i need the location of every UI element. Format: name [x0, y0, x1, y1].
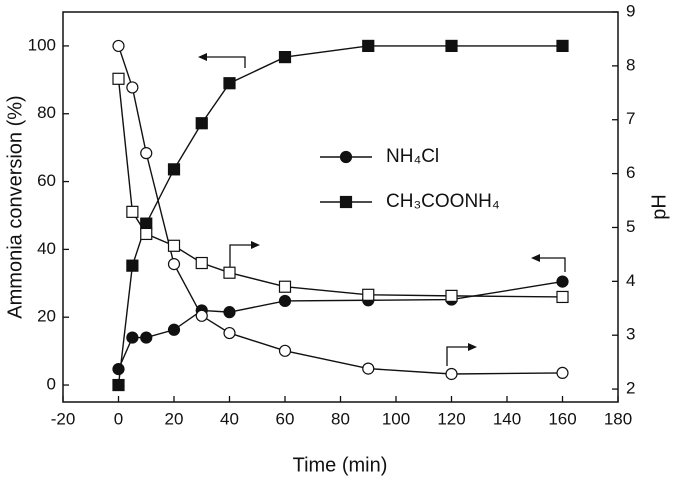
data-point	[112, 39, 125, 53]
data-point	[445, 39, 458, 53]
data-point	[556, 290, 569, 304]
data-point	[126, 81, 139, 94]
x-tick-label: 40	[220, 409, 239, 428]
data-point	[195, 256, 208, 270]
x-tick-label: 120	[437, 409, 465, 428]
y-tick-label: 100	[28, 35, 56, 54]
x-tick-label: 140	[493, 409, 521, 428]
data-point	[140, 147, 153, 160]
legend-label: CH₃COONH₄	[386, 191, 500, 212]
data-point	[126, 259, 139, 272]
series-line	[117, 280, 563, 370]
y2-tick-label: 3	[626, 325, 635, 344]
arrow-right	[229, 244, 255, 268]
data-point	[167, 323, 181, 336]
y-tick-label: 40	[37, 239, 56, 258]
annotation-arrows	[203, 56, 566, 366]
arrow-head	[468, 343, 477, 351]
arrow-left	[203, 56, 246, 68]
data-point	[195, 309, 208, 322]
data-point	[362, 362, 375, 375]
y2-tick-label: 2	[626, 379, 635, 398]
series-line	[117, 45, 563, 375]
y2-tick-label: 7	[626, 109, 635, 128]
data-point	[223, 326, 236, 340]
y2-tick-label: 5	[626, 217, 635, 236]
data-point	[112, 378, 125, 392]
data-point	[362, 288, 375, 301]
data-point	[556, 275, 569, 288]
legend-marker	[339, 150, 353, 164]
data-point	[445, 367, 458, 381]
data-point	[445, 289, 458, 302]
x-tick-label: 60	[276, 409, 295, 428]
legend-label: NH₄Cl	[386, 146, 439, 167]
data-point	[223, 306, 236, 319]
y2-tick-label: 6	[626, 163, 635, 182]
data-point	[223, 77, 236, 90]
data-point	[278, 280, 292, 293]
data-point	[362, 39, 375, 53]
data-point	[278, 294, 292, 308]
arrow-head	[251, 241, 260, 249]
arrow-heads	[198, 53, 540, 351]
x-tick-label: 80	[331, 409, 350, 428]
data-point	[223, 266, 236, 279]
arrow-left	[536, 257, 566, 272]
x-tick-label: 180	[604, 409, 632, 428]
data-point	[167, 239, 181, 252]
x-tick-label: 20	[165, 409, 184, 428]
data-point	[556, 39, 569, 53]
series-line	[117, 45, 563, 386]
x-tick-label: 100	[382, 409, 410, 428]
y-tick-label: 0	[47, 375, 56, 394]
y-axis-label: Ammonia conversion (%)	[4, 95, 26, 318]
data-point	[112, 363, 125, 376]
y2-tick-label: 9	[626, 1, 635, 20]
arrow-head	[198, 53, 207, 61]
data-point	[140, 227, 153, 241]
data-point	[195, 117, 208, 130]
y-tick-label: 80	[37, 103, 56, 122]
data-point	[167, 163, 181, 176]
legend-marker	[339, 195, 353, 209]
data-point	[167, 257, 181, 271]
y-tick-label: 60	[37, 171, 56, 190]
x-tick-label: 160	[548, 409, 576, 428]
x-axis-label: Time (min)	[293, 454, 388, 476]
data-point	[140, 331, 153, 344]
series-line	[117, 78, 563, 298]
data-point	[278, 51, 292, 64]
arrow-head	[531, 254, 540, 262]
arrow-right	[446, 346, 472, 366]
y2-tick-label: 4	[626, 271, 635, 290]
x-tick-label: -20	[51, 409, 76, 428]
y-tick-label: 20	[37, 307, 56, 326]
data-point	[112, 72, 125, 85]
data-point	[126, 205, 139, 218]
data-point	[556, 366, 569, 380]
y2-tick-label: 8	[626, 55, 635, 74]
data-point	[126, 331, 139, 344]
y2-axis-label: pH	[648, 194, 670, 220]
x-tick-label: 0	[114, 409, 123, 428]
data-point	[278, 344, 292, 357]
